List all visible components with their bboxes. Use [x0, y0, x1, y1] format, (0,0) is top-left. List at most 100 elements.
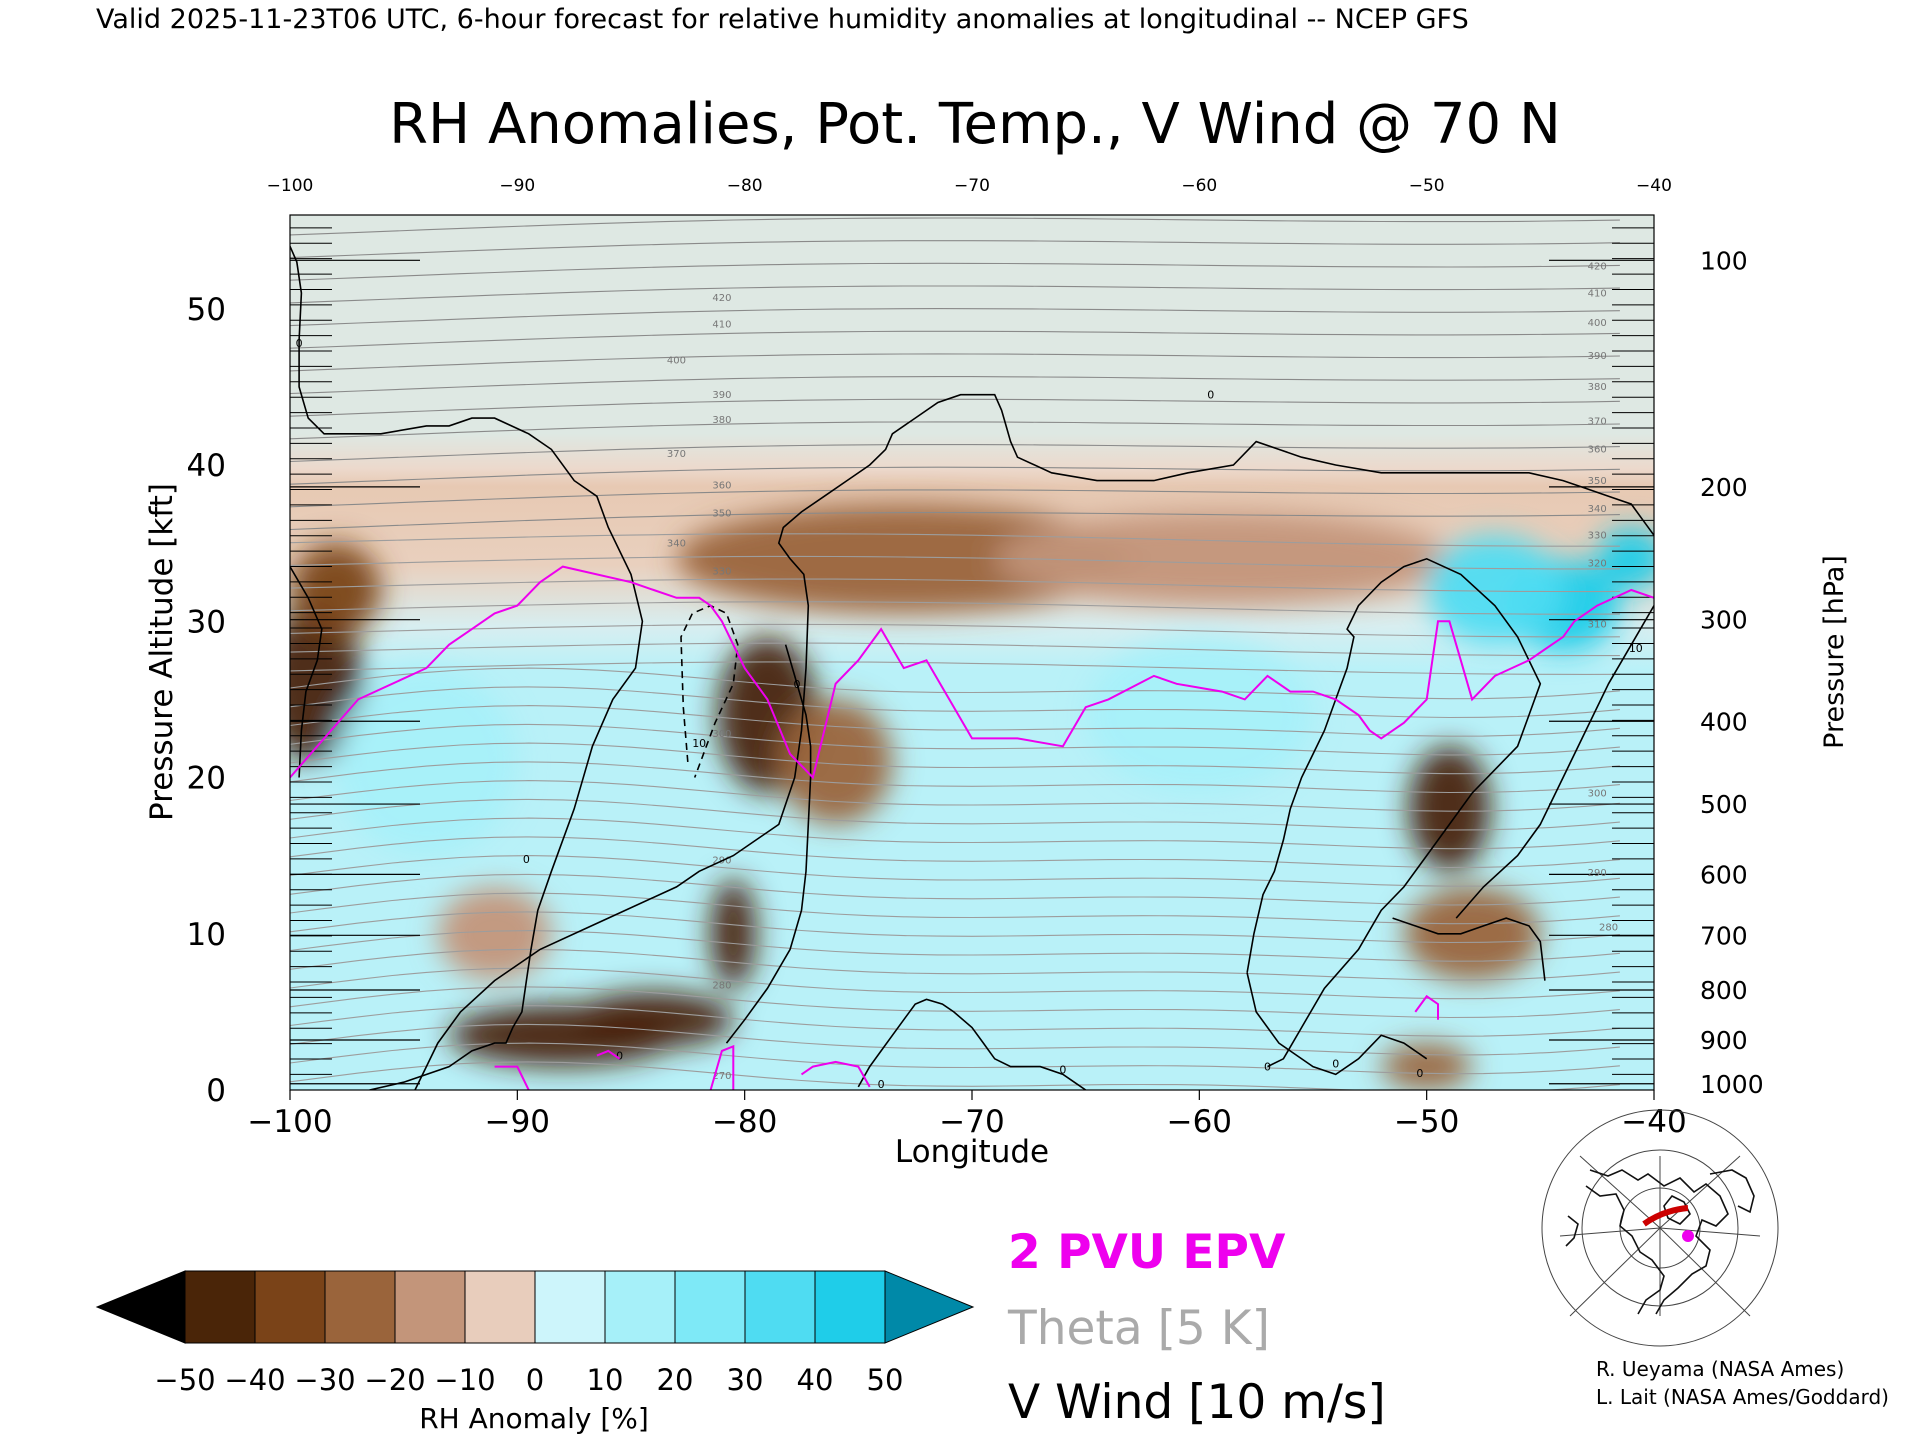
- theta-contour: [290, 511, 1620, 531]
- theta-contour: [290, 376, 1620, 395]
- pressure-tick-label: 100: [1700, 246, 1748, 275]
- theta-contour: [290, 873, 1620, 906]
- theta-contour: [290, 911, 1620, 944]
- v-wind-contour-label: 10: [1629, 642, 1643, 655]
- y-tick-label: 10: [187, 917, 226, 953]
- theta-contour-label: 390: [1588, 351, 1607, 362]
- theta-contour: [290, 330, 1620, 349]
- theta-contour: [290, 1042, 1620, 1075]
- epv-2pvu-low-segment: [709, 1044, 735, 1090]
- v-wind-contour-label: 0: [616, 1050, 623, 1063]
- theta-contour-labels: 420 410 400 390 380 370 360 350 340 330 300 290 420 4…: [667, 262, 1618, 1082]
- theta-contour: [290, 466, 1620, 485]
- pressure-tick-label: 1000: [1700, 1070, 1764, 1099]
- epv-2pvu-low-segment: [494, 1065, 530, 1090]
- pressure-level-ticks: [290, 227, 1654, 1085]
- colorbar-tick-label: 20: [657, 1363, 694, 1397]
- pressure-tick-label: 200: [1700, 473, 1748, 502]
- theta-contour: [290, 240, 1620, 259]
- cross-section-track: [1642, 1205, 1689, 1227]
- theta-contour: [290, 667, 1620, 700]
- colorbar-segment: [254, 1270, 326, 1344]
- rh-anomaly-blob: [1408, 746, 1491, 872]
- x-top-tick-label: −90: [499, 176, 535, 196]
- x-top-tick-label: −70: [954, 176, 990, 196]
- pressure-tick-label: 600: [1700, 860, 1748, 889]
- v-wind-contour: [725, 644, 812, 1044]
- theta-contour-label: 370: [667, 449, 686, 460]
- y2-axis-label: Pressure [hPa]: [1819, 555, 1850, 749]
- valid-line: Valid 2025-11-23T06 UTC, 6-hour forecast…: [96, 4, 1469, 35]
- colorbar-tick-label: 30: [727, 1363, 764, 1397]
- x-tick-label: −50: [1394, 1104, 1459, 1140]
- colorbar-tick-label: 50: [867, 1363, 904, 1397]
- colorbar-segment: [394, 1270, 466, 1344]
- theta-contour-label: 420: [1588, 262, 1607, 273]
- v-wind-contour-label: 0: [878, 1078, 885, 1091]
- pressure-tick-label: 300: [1700, 606, 1748, 635]
- colorbar-segment: [324, 1270, 396, 1344]
- theta-contour-label: 410: [712, 320, 731, 331]
- colorbar-segment: [674, 1270, 746, 1344]
- legend-epv: 2 PVU EPV: [1008, 1225, 1286, 1280]
- theta-contour: [290, 398, 1620, 417]
- location-map: [1541, 1109, 1779, 1347]
- colorbar-high-arrow: [884, 1270, 975, 1344]
- epv-2pvu-low-segment: [596, 1049, 621, 1060]
- colorbar-segment: [534, 1270, 606, 1344]
- theta-contour: [290, 533, 1620, 547]
- theta-contour: [290, 930, 1620, 962]
- theta-contour: [290, 892, 1620, 925]
- theta-contour-label: 290: [1588, 868, 1607, 879]
- cross-section-point: [1682, 1230, 1694, 1242]
- colorbar-segment: [604, 1270, 676, 1344]
- theta-contour: [290, 986, 1620, 1019]
- theta-contour-label: 420: [712, 293, 731, 304]
- colorbar-segment: [184, 1270, 256, 1344]
- theta-contour: [290, 308, 1620, 327]
- epv-2pvu-contour: [290, 565, 1654, 1090]
- colorbar-tick-label: −50: [154, 1363, 215, 1397]
- pressure-tick-label: 400: [1700, 707, 1748, 736]
- rh-anomaly-blob: [994, 511, 1450, 606]
- v-wind-contour: [414, 393, 1654, 1090]
- colorbar-tick-label: −10: [434, 1363, 495, 1397]
- v-wind-contour: [290, 566, 323, 778]
- theta-contour-label: 350: [712, 509, 731, 520]
- theta-contour-label: 280: [712, 980, 731, 991]
- theta-contour: [290, 761, 1620, 794]
- axes: −100 −100 −90 −90 −80 −80 −70 −70 −60 −60 −50 −50 −4…: [187, 176, 1764, 1140]
- theta-contour: [290, 353, 1620, 372]
- theta-contour-label: 300: [712, 729, 731, 740]
- rh-anomaly-blob: [676, 504, 1132, 614]
- colorbar-segment: [814, 1270, 886, 1344]
- theta-contour-label: 360: [712, 480, 731, 491]
- x-tick-label: −40: [1621, 1104, 1686, 1140]
- legend-theta: Theta [5 K]: [1007, 1301, 1270, 1356]
- colorbar-tick-label: 40: [797, 1363, 834, 1397]
- v-wind-contour-label: 0: [1416, 1067, 1423, 1080]
- theta-contour: [290, 444, 1620, 463]
- colorbar-tick-label: −40: [224, 1363, 285, 1397]
- theta-contour-label: 400: [1588, 318, 1607, 329]
- v-wind-contour-label: 0: [1264, 1061, 1271, 1074]
- v-wind-contour-negative: [680, 604, 739, 778]
- theta-contour: [290, 623, 1620, 638]
- x-top-tick-label: −60: [1181, 176, 1217, 196]
- theta-contour: [290, 661, 1620, 675]
- x-tick-label: −60: [1167, 1104, 1232, 1140]
- x-tick-label: −70: [939, 1104, 1004, 1140]
- rh-colorbar: −50 −40 −30 −20 −10 0 10 20 30 40 50: [95, 1270, 975, 1397]
- theta-contour-label: 380: [712, 415, 731, 426]
- v-wind-contour-label: 0: [1207, 389, 1214, 402]
- pressure-tick-label: 900: [1700, 1026, 1748, 1055]
- x-top-tick-label: −100: [267, 176, 314, 196]
- plot-area: 420 410 400 390 380 370 360 350 340 330 300 290 420 4…: [290, 215, 1654, 1091]
- x-tick-label: −80: [712, 1104, 777, 1140]
- theta-contour: [290, 1023, 1620, 1056]
- epv-2pvu-low-segment: [1414, 994, 1439, 1020]
- theta-contour-label: 340: [667, 538, 686, 549]
- theta-contour-label: 380: [1588, 382, 1607, 393]
- v-wind-contour-label: 0: [1332, 1057, 1339, 1070]
